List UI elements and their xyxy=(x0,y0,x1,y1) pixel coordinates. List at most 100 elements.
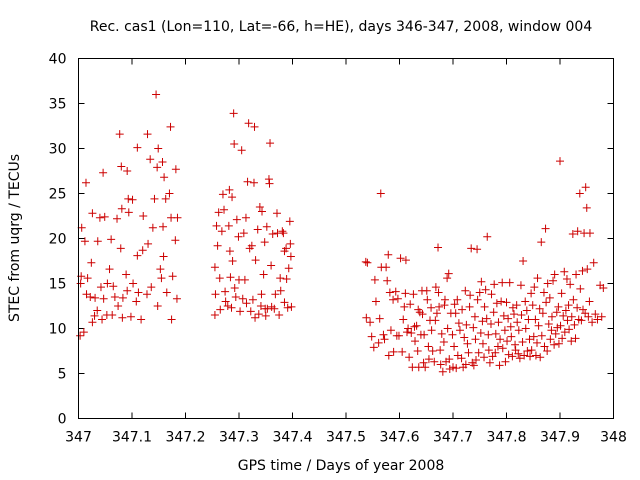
data-point xyxy=(142,290,151,299)
data-point xyxy=(494,318,503,327)
data-point xyxy=(371,297,380,306)
data-point xyxy=(379,330,388,339)
data-point xyxy=(237,146,246,155)
data-point xyxy=(123,167,132,175)
data-point xyxy=(508,352,517,361)
data-point xyxy=(506,322,515,331)
x-tick-label: 347.2 xyxy=(165,430,205,446)
x-axis-ticks: 347 347.1 347.2 347.3 347.4 347.5 347.6 347.7 34… xyxy=(65,58,627,446)
y-axis-ticks: 0 5 10 15 20 25 30 35 40 xyxy=(49,52,614,428)
data-point xyxy=(518,338,527,346)
data-point xyxy=(535,304,544,313)
data-point xyxy=(400,302,409,311)
data-point xyxy=(440,295,449,304)
data-point xyxy=(231,293,240,301)
data-point xyxy=(376,189,385,198)
data-point xyxy=(266,139,275,148)
data-point xyxy=(450,300,459,309)
data-point xyxy=(137,315,146,324)
data-point xyxy=(211,290,220,299)
data-point xyxy=(228,257,237,265)
data-point xyxy=(80,237,89,246)
data-point xyxy=(501,357,510,366)
data-point xyxy=(520,351,529,360)
data-point xyxy=(144,239,153,248)
data-point xyxy=(584,312,593,321)
data-point xyxy=(384,351,393,360)
data-point xyxy=(398,347,407,356)
y-tick-label: 0 xyxy=(58,412,67,428)
data-point xyxy=(491,348,500,357)
data-point xyxy=(565,325,574,334)
data-point xyxy=(257,290,266,299)
data-point xyxy=(255,203,264,211)
y-tick-label: 10 xyxy=(49,322,67,338)
data-point xyxy=(389,295,398,304)
data-point xyxy=(460,333,469,342)
data-point xyxy=(363,258,372,267)
data-point xyxy=(516,281,525,290)
data-point xyxy=(474,348,483,357)
data-point xyxy=(500,326,509,335)
data-point xyxy=(570,320,579,329)
data-point xyxy=(489,308,498,317)
data-point xyxy=(147,283,156,292)
y-tick-label: 20 xyxy=(49,232,67,248)
data-point xyxy=(464,348,473,357)
data-point xyxy=(593,315,602,324)
data-point xyxy=(221,297,230,306)
data-point xyxy=(531,351,540,360)
data-point xyxy=(282,275,291,283)
data-point xyxy=(394,331,403,340)
data-point xyxy=(374,338,383,347)
data-point xyxy=(493,342,502,351)
data-point xyxy=(469,323,478,332)
data-point xyxy=(530,283,539,292)
data-point xyxy=(153,302,162,310)
data-point xyxy=(576,284,585,293)
data-point xyxy=(439,338,448,346)
data-point xyxy=(256,302,265,310)
data-point xyxy=(118,313,127,322)
data-point xyxy=(431,283,440,292)
y-tick-label: 5 xyxy=(58,367,67,383)
data-point xyxy=(158,158,167,166)
data-point xyxy=(504,350,513,359)
data-point xyxy=(221,287,230,296)
data-point xyxy=(98,315,107,324)
data-point xyxy=(362,313,371,322)
data-point xyxy=(557,289,566,298)
data-point xyxy=(440,301,449,310)
data-point xyxy=(86,293,95,301)
x-tick-label: 347.5 xyxy=(326,430,366,446)
data-point xyxy=(413,347,422,355)
data-point xyxy=(117,162,126,171)
data-point xyxy=(405,353,414,362)
data-point xyxy=(492,299,501,308)
data-point xyxy=(107,235,116,244)
data-point xyxy=(389,347,398,356)
data-point xyxy=(478,339,487,348)
data-point xyxy=(453,295,462,304)
data-point xyxy=(276,274,285,283)
data-point xyxy=(435,302,444,311)
data-point xyxy=(239,229,248,238)
y-tick-label: 35 xyxy=(49,97,67,113)
data-point xyxy=(406,300,415,309)
data-point xyxy=(361,257,370,266)
data-point xyxy=(210,263,219,272)
data-point xyxy=(93,237,102,246)
data-point xyxy=(146,155,155,164)
data-point xyxy=(95,213,104,222)
data-point xyxy=(521,297,530,306)
data-point xyxy=(573,303,582,312)
data-point xyxy=(543,279,552,288)
data-point xyxy=(573,227,582,236)
data-point xyxy=(383,276,392,285)
data-point xyxy=(230,140,239,148)
data-point xyxy=(157,274,166,283)
data-point xyxy=(399,315,408,324)
data-point xyxy=(428,347,437,355)
data-point xyxy=(253,225,262,234)
data-point xyxy=(477,277,486,286)
